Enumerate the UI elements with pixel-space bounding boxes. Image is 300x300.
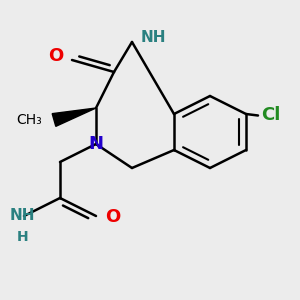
Text: Cl: Cl <box>261 106 280 124</box>
Text: O: O <box>105 208 120 226</box>
Text: NH: NH <box>141 30 167 45</box>
Text: H: H <box>17 230 28 244</box>
Text: N: N <box>88 135 104 153</box>
Polygon shape <box>52 108 96 126</box>
Text: CH₃: CH₃ <box>16 113 42 127</box>
Text: NH: NH <box>10 208 35 224</box>
Text: O: O <box>48 46 63 64</box>
